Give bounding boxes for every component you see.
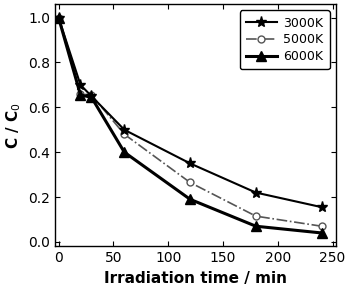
Line: 3000K: 3000K — [53, 12, 327, 213]
6000K — [122, 151, 126, 154]
5000K — [122, 133, 126, 136]
Legend: 3000K, 5000K, 6000K: 3000K, 5000K, 6000K — [239, 10, 330, 69]
5000K — [56, 16, 61, 19]
6000K — [188, 197, 192, 201]
Line: 6000K: 6000K — [54, 13, 327, 238]
3000K — [56, 16, 61, 19]
6000K — [89, 95, 93, 99]
X-axis label: Irradiation time / min: Irradiation time / min — [104, 271, 287, 286]
3000K — [254, 191, 258, 194]
Y-axis label: C / C$_0$: C / C$_0$ — [4, 102, 23, 149]
3000K — [320, 205, 324, 209]
3000K — [78, 83, 83, 87]
5000K — [78, 92, 83, 96]
3000K — [188, 162, 192, 165]
3000K — [122, 128, 126, 132]
5000K — [254, 214, 258, 218]
6000K — [78, 93, 83, 97]
5000K — [320, 224, 324, 228]
6000K — [254, 224, 258, 228]
6000K — [56, 16, 61, 19]
Line: 5000K: 5000K — [55, 14, 325, 230]
3000K — [89, 94, 93, 98]
6000K — [320, 231, 324, 235]
5000K — [89, 93, 93, 97]
5000K — [188, 181, 192, 184]
